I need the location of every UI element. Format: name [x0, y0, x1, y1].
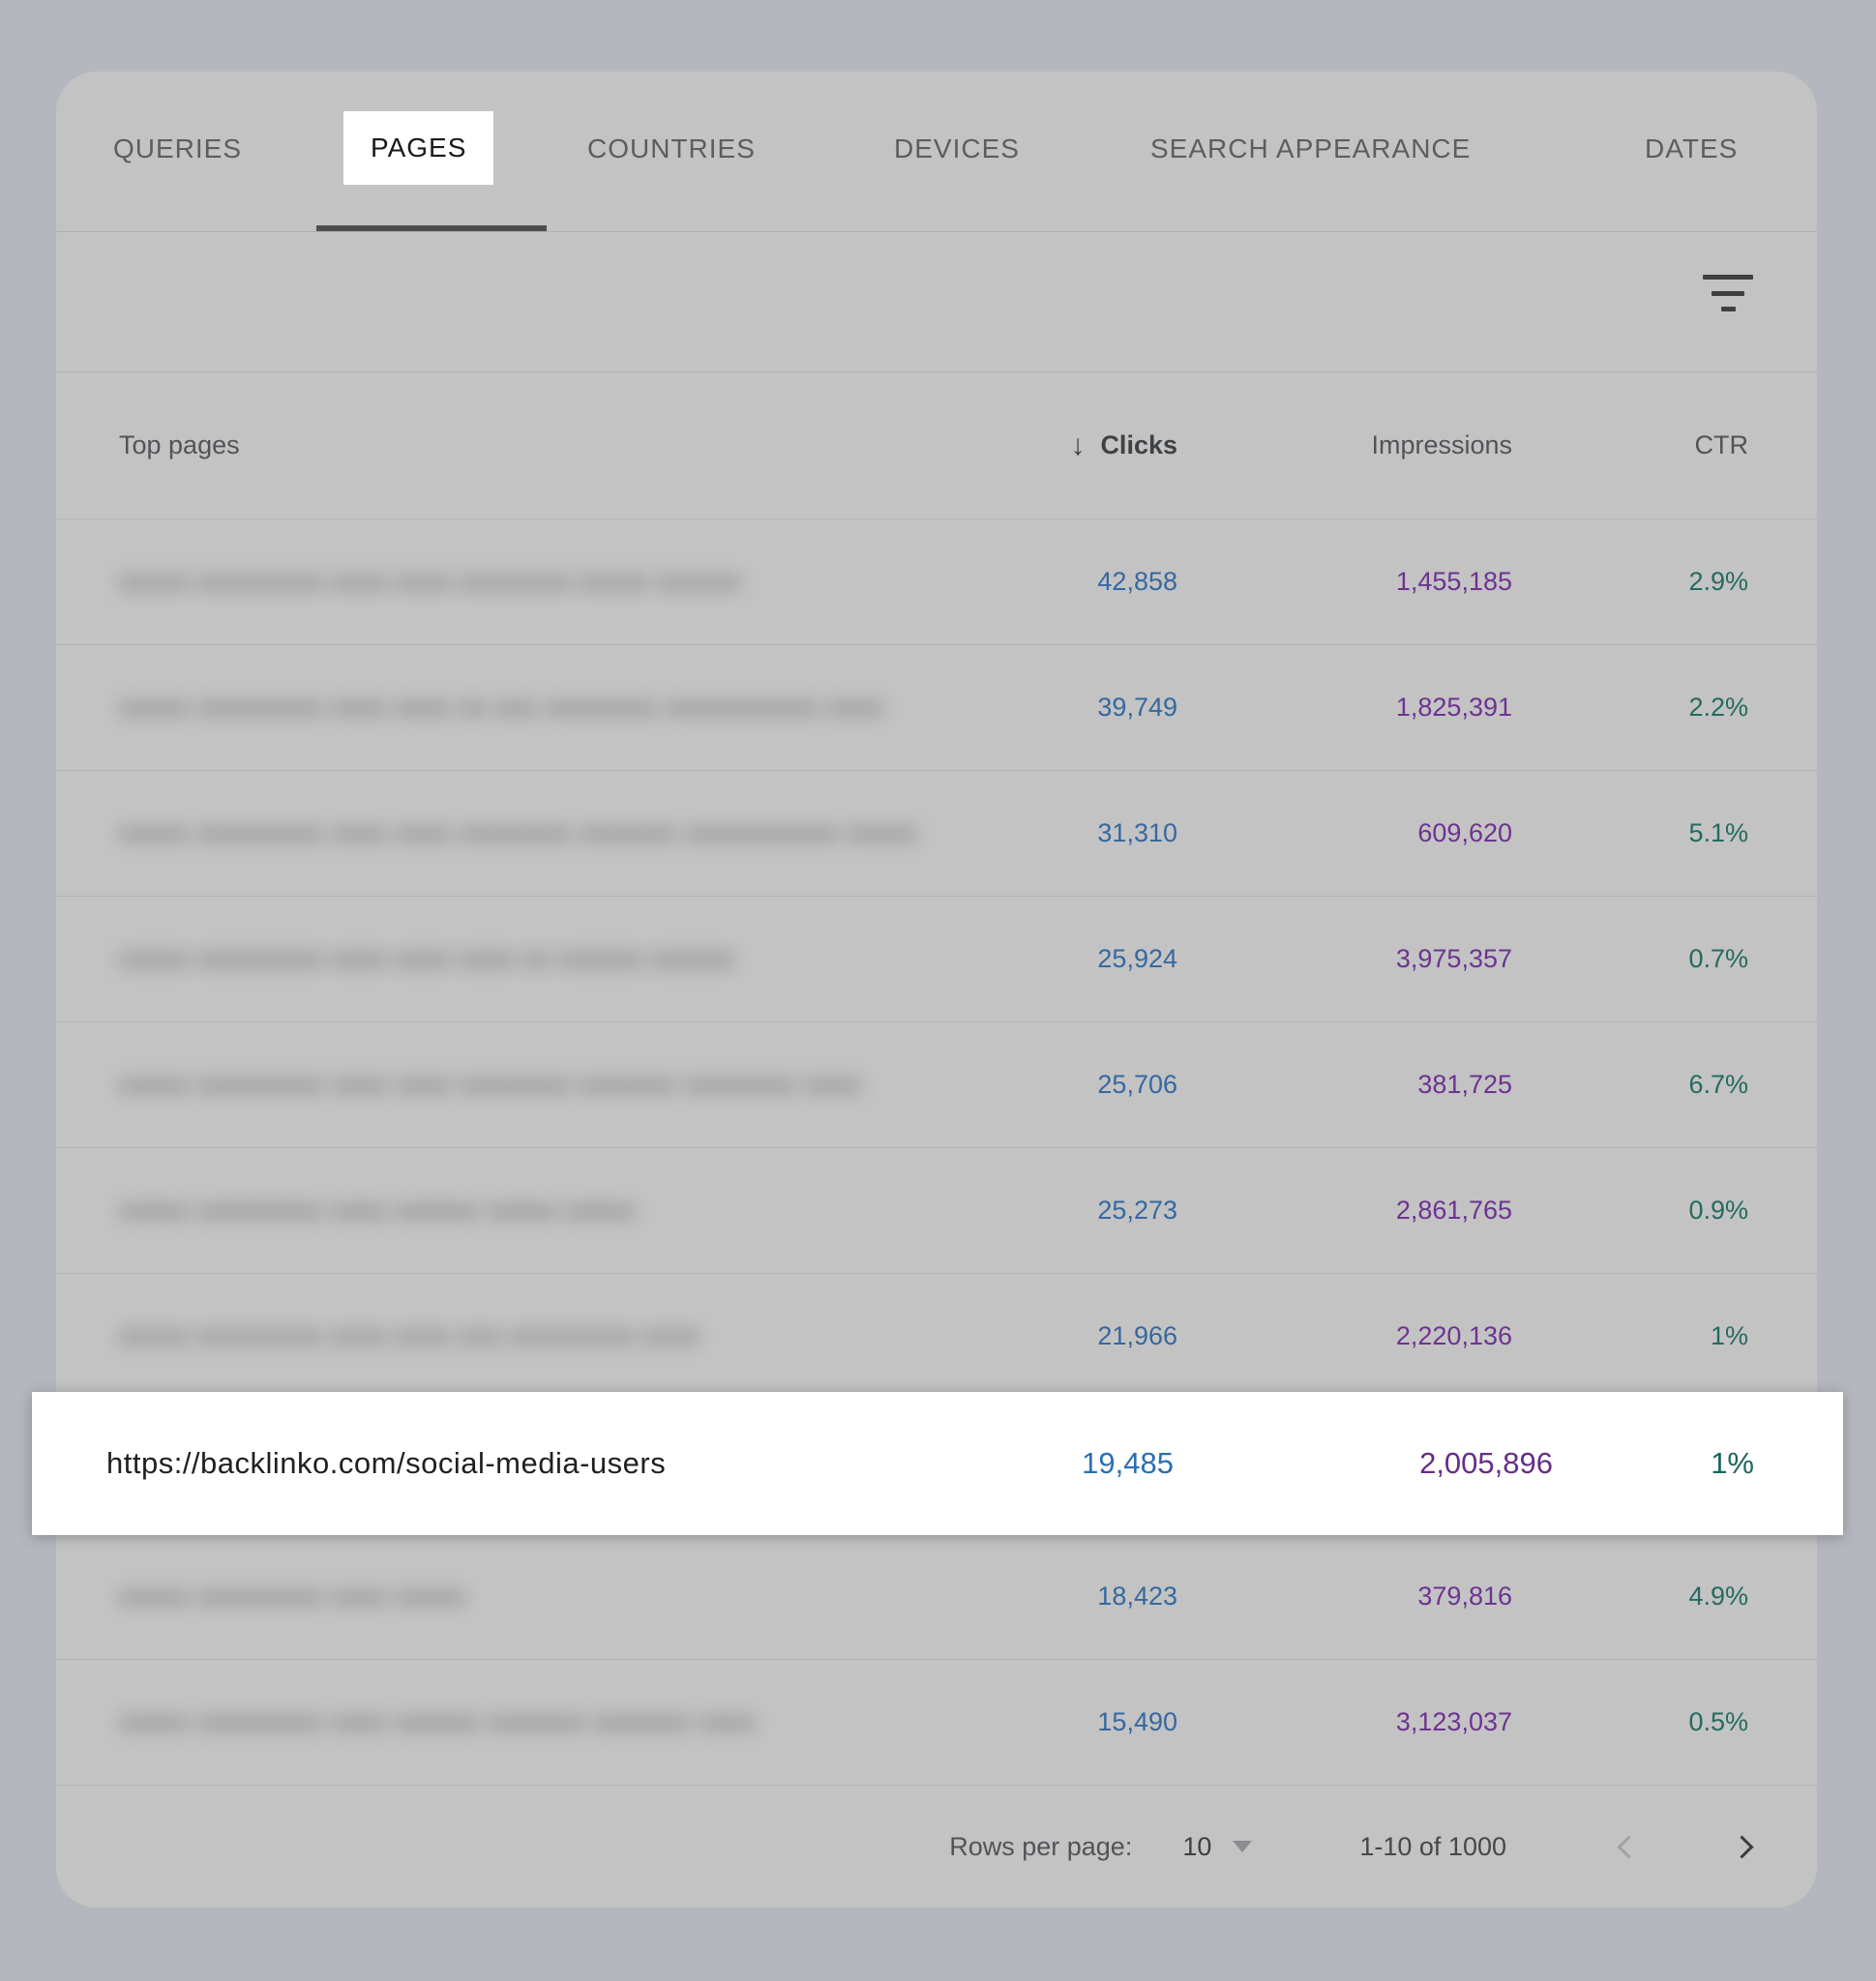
page-url[interactable]: https://backlinko.com/social-media-users — [106, 1446, 667, 1480]
tab-pages[interactable]: PAGES — [343, 111, 494, 185]
impressions-value: 1,825,391 — [1395, 693, 1512, 722]
dropdown-arrow-icon[interactable] — [1233, 1841, 1253, 1852]
highlighted-row[interactable]: https://backlinko.com/social-media-users… — [32, 1392, 1843, 1535]
page-url-blurred: xxxxx xxxxxxxxx xxxx xxxxx — [119, 1581, 465, 1611]
impressions-value: 609,620 — [1417, 818, 1512, 847]
table-row[interactable]: xxxxx xxxxxxxxx xxxx xxxx xx xxx xxxxxxx… — [56, 645, 1817, 771]
search-console-performance-card: QUERIES PAGES COUNTRIES DEVICES SEARCH A… — [56, 72, 1817, 1907]
active-tab-underline — [316, 225, 547, 231]
table-header: Top pages ↓ Clicks Impressions CTR — [56, 372, 1817, 519]
ctr-value: 1% — [1711, 1446, 1754, 1480]
tab-search-appearance[interactable]: SEARCH APPEARANCE — [1150, 133, 1472, 163]
column-header-clicks-label: Clicks — [1100, 430, 1177, 459]
table-row[interactable]: xxxxx xxxxxxxxx xxxx xxxx xxxxxxxx xxxxx… — [56, 771, 1817, 897]
page-url-blurred: xxxxx xxxxxxxxx xxxx xxxx xxxx xx xxxxxx… — [119, 943, 735, 974]
report-tabs: QUERIES PAGES COUNTRIES DEVICES SEARCH A… — [56, 72, 1817, 232]
ctr-value: 5.1% — [1688, 818, 1748, 847]
sort-desc-icon: ↓ — [1070, 429, 1086, 461]
clicks-value: 21,966 — [1097, 1321, 1177, 1350]
table-row[interactable]: xxxxx xxxxxxxxx xxxx xxxxx 18,423 379,81… — [56, 1534, 1817, 1660]
ctr-value: 0.5% — [1688, 1707, 1748, 1736]
pagination-range: 1-10 of 1000 — [1359, 1831, 1506, 1861]
table-row[interactable]: xxxxx xxxxxxxxx xxxx xxxx xxxxxxxx xxxxx… — [56, 1022, 1817, 1148]
table-toolbar — [56, 232, 1817, 372]
pagination-bar: Rows per page: 10 1-10 of 1000 — [56, 1786, 1817, 1907]
page-url-blurred: xxxxx xxxxxxxxx xxxx xxxx xxxxxxxx xxxxx… — [119, 566, 741, 597]
table-row[interactable]: xxxxx xxxxxxxxx xxxx xxxx xxx xxxxxxxxx … — [56, 1274, 1817, 1400]
impressions-value: 3,123,037 — [1395, 1707, 1512, 1736]
ctr-value: 2.9% — [1688, 567, 1748, 596]
table-row[interactable]: xxxxx xxxxxxxxx xxxx xxxx xxxx xx xxxxxx… — [56, 897, 1817, 1022]
rows-per-page-select[interactable]: 10 — [1182, 1831, 1212, 1861]
tab-dates[interactable]: DATES — [1645, 133, 1739, 163]
rows-per-page-label: Rows per page: — [949, 1831, 1133, 1861]
table-row[interactable]: xxxxx xxxxxxxxx xxxx xxxxxx xxxxxxx xxxx… — [56, 1660, 1817, 1786]
column-header-impressions[interactable]: Impressions — [1371, 430, 1512, 459]
ctr-value: 2.2% — [1688, 693, 1748, 722]
page-url-blurred: xxxxx xxxxxxxxx xxxx xxxx xxxxxxxx xxxxx… — [119, 817, 917, 848]
table-row[interactable]: xxxxx xxxxxxxxx xxxx xxxx xxxxxxxx xxxxx… — [56, 519, 1817, 645]
impressions-value: 2,220,136 — [1395, 1321, 1512, 1350]
impressions-value: 381,725 — [1417, 1070, 1512, 1099]
impressions-value: 1,455,185 — [1395, 567, 1512, 596]
clicks-value: 25,924 — [1097, 944, 1177, 973]
ctr-value: 1% — [1710, 1321, 1748, 1350]
page-url-blurred: xxxxx xxxxxxxxx xxxx xxxxxx xxxxx xxxxx — [119, 1195, 636, 1226]
clicks-value: 19,485 — [1082, 1446, 1174, 1480]
impressions-value: 2,861,765 — [1395, 1196, 1512, 1225]
page-url-blurred: xxxxx xxxxxxxxx xxxx xxxx xxxxxxxx xxxxx… — [119, 1069, 861, 1100]
table-row[interactable]: xxxxx xxxxxxxxx xxxx xxxxxx xxxxx xxxxx … — [56, 1148, 1817, 1274]
page-url-blurred: xxxxx xxxxxxxxx xxxx xxxx xx xxx xxxxxxx… — [119, 692, 883, 723]
clicks-value: 18,423 — [1097, 1582, 1177, 1611]
page-url-blurred: xxxxx xxxxxxxxx xxxx xxxxxx xxxxxxx xxxx… — [119, 1706, 756, 1737]
clicks-value: 25,706 — [1097, 1070, 1177, 1099]
filter-icon[interactable] — [1703, 275, 1753, 311]
clicks-value: 39,749 — [1097, 693, 1177, 722]
impressions-value: 3,975,357 — [1395, 944, 1512, 973]
clicks-value: 31,310 — [1097, 818, 1177, 847]
ctr-value: 0.9% — [1688, 1196, 1748, 1225]
clicks-value: 42,858 — [1097, 567, 1177, 596]
page-url-blurred: xxxxx xxxxxxxxx xxxx xxxx xxx xxxxxxxxx … — [119, 1320, 700, 1351]
clicks-value: 25,273 — [1097, 1196, 1177, 1225]
ctr-value: 0.7% — [1688, 944, 1748, 973]
ctr-value: 6.7% — [1688, 1070, 1748, 1099]
previous-page-icon[interactable] — [1617, 1834, 1641, 1859]
column-header-top-pages[interactable]: Top pages — [119, 430, 240, 459]
impressions-value: 379,816 — [1417, 1582, 1512, 1611]
column-header-clicks[interactable]: ↓ Clicks — [965, 429, 1177, 462]
next-page-icon[interactable] — [1730, 1834, 1754, 1859]
impressions-value: 2,005,896 — [1419, 1446, 1553, 1480]
tab-devices[interactable]: DEVICES — [894, 133, 1020, 163]
tab-countries[interactable]: COUNTRIES — [587, 133, 756, 163]
ctr-value: 4.9% — [1688, 1582, 1748, 1611]
column-header-ctr[interactable]: CTR — [1694, 430, 1749, 459]
tab-queries[interactable]: QUERIES — [113, 133, 243, 163]
table-body: xxxxx xxxxxxxxx xxxx xxxx xxxxxxxx xxxxx… — [56, 519, 1817, 1786]
clicks-value: 15,490 — [1097, 1707, 1177, 1736]
